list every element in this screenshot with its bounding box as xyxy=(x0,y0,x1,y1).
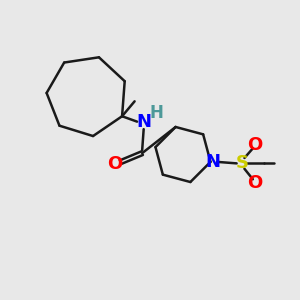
Text: H: H xyxy=(149,104,163,122)
Text: O: O xyxy=(247,174,262,192)
Text: N: N xyxy=(206,153,220,171)
Text: O: O xyxy=(247,136,262,154)
Text: S: S xyxy=(236,154,248,172)
Text: N: N xyxy=(136,112,151,131)
Text: O: O xyxy=(107,155,123,173)
